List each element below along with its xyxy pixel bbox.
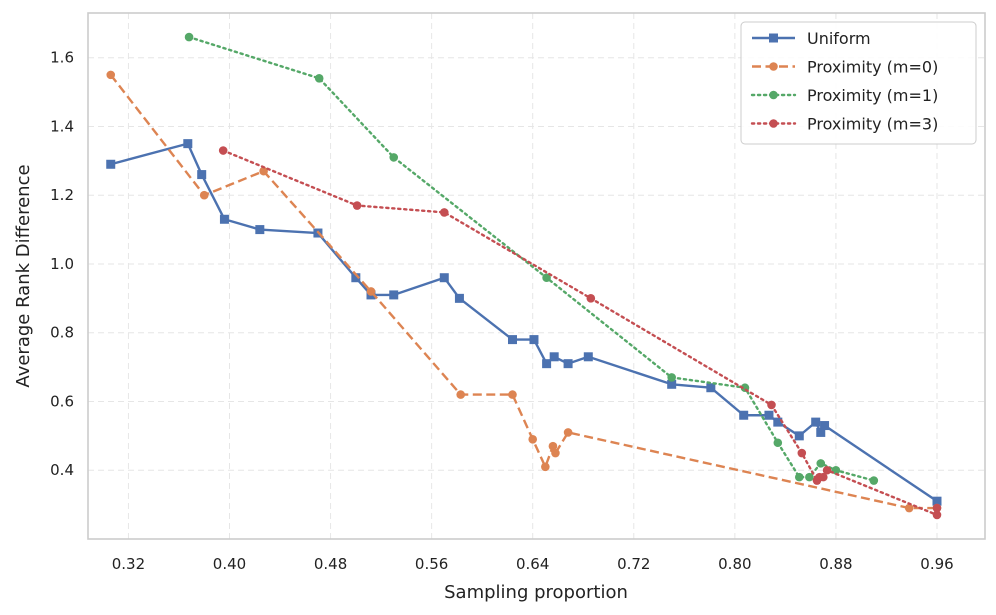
- y-tick-label: 1.6: [50, 49, 74, 67]
- x-axis-label: Sampling proportion: [444, 582, 628, 603]
- data-point: [259, 166, 268, 176]
- data-point: [541, 462, 550, 472]
- legend-label: Proximity (m=0): [807, 58, 938, 77]
- data-point: [551, 448, 560, 458]
- data-point: [869, 476, 879, 485]
- data-point: [563, 428, 573, 437]
- data-point: [439, 208, 449, 217]
- y-tick-label: 0.8: [50, 324, 74, 342]
- legend-marker: [769, 33, 778, 43]
- data-point: [542, 359, 552, 369]
- data-point: [439, 273, 449, 283]
- y-axis-label: Average Rank Difference: [13, 164, 34, 387]
- plot-frame: [87, 12, 986, 540]
- data-point: [528, 435, 538, 444]
- x-tick-label: 0.32: [112, 555, 145, 573]
- legend-label: Proximity (m=1): [807, 86, 938, 105]
- series-3: [218, 146, 942, 520]
- data-point: [797, 448, 807, 458]
- data-point: [818, 472, 828, 482]
- data-point: [389, 153, 399, 162]
- data-point: [667, 379, 677, 389]
- data-point: [456, 390, 465, 399]
- data-point: [794, 472, 804, 482]
- data-point: [549, 352, 559, 362]
- legend-box: [740, 21, 977, 145]
- data-point: [773, 417, 783, 427]
- y-tick-label: 0.6: [50, 392, 74, 410]
- x-tick-label: 0.80: [718, 555, 751, 573]
- data-point: [218, 146, 228, 155]
- y-tick-label: 1.0: [50, 255, 74, 273]
- data-point: [706, 383, 716, 393]
- data-point: [586, 294, 596, 303]
- series-line: [221, 149, 939, 517]
- data-point: [529, 335, 539, 345]
- legend-marker: [769, 90, 778, 100]
- series-layer: [106, 32, 942, 520]
- data-point: [507, 335, 517, 345]
- data-point: [932, 510, 942, 520]
- legend-marker: [769, 62, 778, 71]
- data-point: [454, 293, 464, 303]
- legend-label: Proximity (m=3): [807, 115, 938, 134]
- x-axis-ticks: 0.32 0.40 0.48 0.56 0.64 0.72 0.80 0.88 0.96: [112, 555, 954, 573]
- x-tick-label: 0.56: [415, 555, 448, 573]
- data-point: [351, 273, 361, 283]
- data-point: [219, 214, 229, 224]
- data-point: [820, 421, 830, 431]
- x-tick-label: 0.40: [213, 555, 246, 573]
- y-axis-ticks: 0.4 0.6 0.8 1.0 1.2 1.4 1.6: [50, 49, 74, 480]
- series-0: [106, 139, 942, 506]
- data-point: [932, 496, 942, 506]
- data-point: [932, 503, 942, 513]
- y-tick-label: 0.4: [50, 461, 74, 479]
- data-point: [773, 438, 783, 448]
- x-tick-label: 0.96: [920, 555, 953, 573]
- data-point: [352, 201, 362, 210]
- data-point: [255, 225, 265, 235]
- y-tick-label: 1.2: [50, 186, 74, 204]
- data-point: [767, 400, 776, 410]
- legend-label: Uniform: [807, 29, 871, 48]
- series-2: [184, 32, 879, 485]
- data-point: [904, 503, 914, 513]
- data-point: [106, 70, 116, 80]
- data-point: [667, 373, 676, 382]
- data-point: [197, 170, 207, 180]
- legend-marker: [769, 119, 778, 128]
- data-point: [822, 465, 832, 475]
- x-tick-label: 0.64: [516, 555, 549, 573]
- data-point: [563, 359, 573, 369]
- data-point: [389, 290, 399, 300]
- grid: [88, 13, 985, 539]
- legend: Uniform Proximity (m=0) Proximity (m=1) Pro…: [740, 21, 977, 145]
- data-point: [739, 410, 749, 420]
- data-point: [816, 427, 826, 437]
- data-point: [199, 190, 209, 200]
- data-point: [816, 459, 826, 468]
- data-point: [314, 74, 324, 83]
- data-point: [805, 472, 814, 482]
- x-tick-label: 0.72: [617, 555, 650, 573]
- data-point: [794, 431, 804, 441]
- data-point: [183, 139, 193, 149]
- data-point: [508, 390, 517, 399]
- data-point: [184, 32, 194, 42]
- data-point: [548, 441, 558, 451]
- data-point: [811, 417, 821, 427]
- y-tick-label: 1.4: [50, 117, 74, 135]
- data-point: [366, 287, 376, 296]
- data-point: [542, 273, 551, 283]
- data-point: [764, 410, 774, 420]
- x-tick-label: 0.88: [819, 555, 852, 573]
- x-tick-label: 0.48: [314, 555, 347, 573]
- data-point: [106, 159, 116, 169]
- data-point: [583, 352, 593, 362]
